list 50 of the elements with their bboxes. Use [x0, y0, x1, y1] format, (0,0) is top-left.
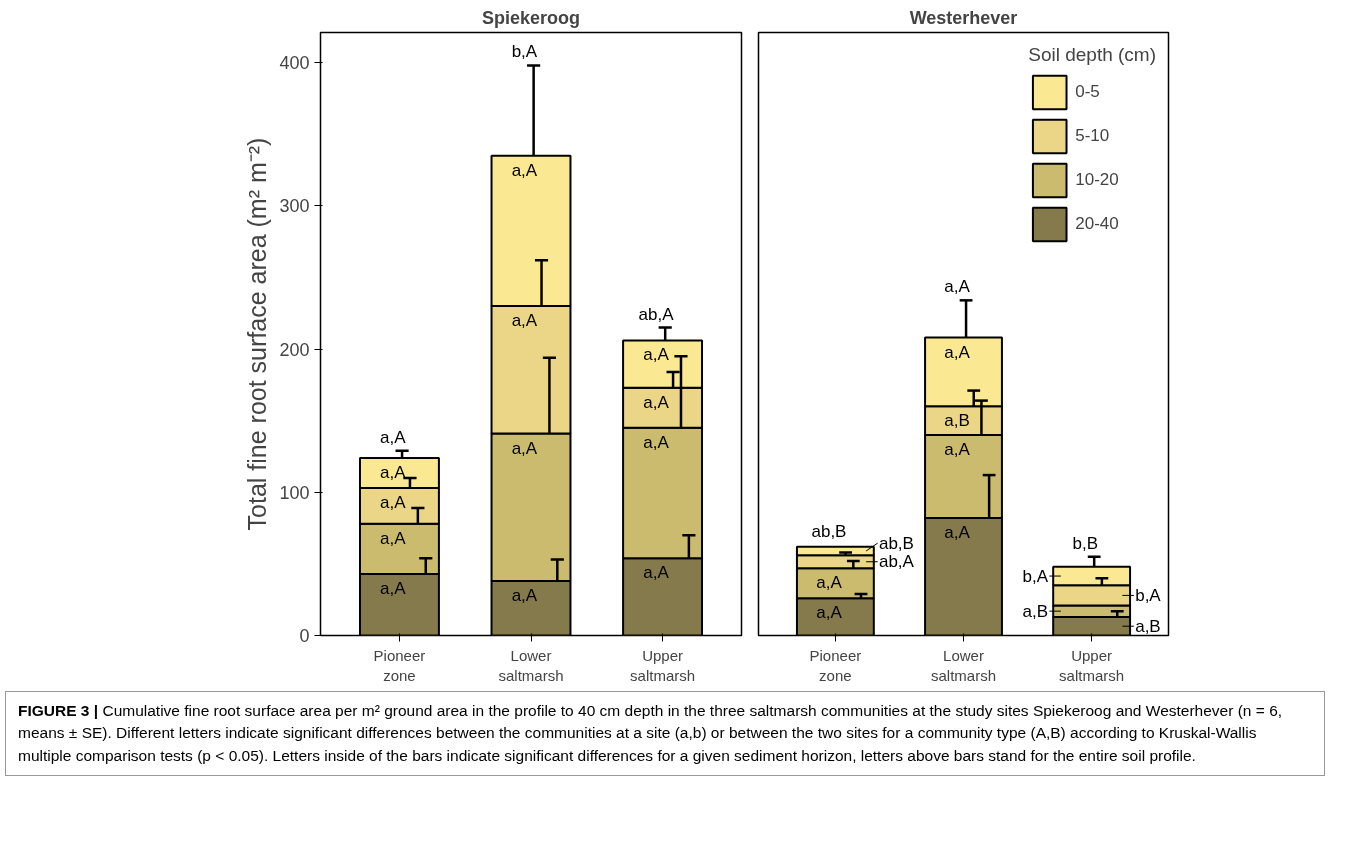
annotation: b,A	[1135, 585, 1162, 605]
annotation: a,A	[816, 603, 843, 623]
legend-label: 20-40	[1075, 214, 1119, 234]
annotation: a,A	[643, 345, 670, 365]
x-tick-label: Lower saltmarsh	[930, 646, 997, 684]
legend-label: 5-10	[1075, 126, 1110, 146]
annotation: a,B	[944, 411, 970, 431]
annotation: ab,B	[878, 533, 914, 553]
annotation: a,A	[511, 586, 538, 606]
annotation: a,A	[643, 392, 670, 412]
annotation: a,A	[511, 311, 538, 331]
annotation: a,A	[643, 563, 670, 583]
caption: FIGURE 3 | Cumulative fine root surface area per m² ground area in the profile to 40 cm depth in the three saltmarsh communities at the study sites Spiekeroog and Westerhever (n = 6, means ± SE). Different letters indicate significant differences between the communities at a site (a,b) or between the two sites for a community type (A,B) according to Kruskal-Wallis multiple comparison tests (p < 0.05). Letters inside of the bars indicate significant differences for a given sediment horizon, letters above bars stand for the entire soil profile.	[18, 701, 1284, 766]
annotation: a,A	[944, 342, 971, 362]
annotation: a,A	[380, 578, 407, 598]
annotation: a,A	[511, 438, 538, 458]
y-tick-label: 400	[279, 53, 310, 74]
annotation: ab,A	[638, 304, 675, 324]
annotation: a,A	[944, 523, 971, 543]
annotation: a,A	[380, 528, 407, 548]
y-tick-label: 200	[279, 339, 310, 360]
legend-label: 0-5	[1075, 82, 1100, 102]
x-tick-label: Upper saltmarsh	[1059, 646, 1125, 684]
annotation: b,A	[1022, 566, 1049, 586]
y-tick-label: 300	[279, 196, 310, 217]
legend-label: 10-20	[1075, 170, 1119, 190]
annotation: a,B	[1022, 601, 1049, 621]
x-tick-label: Pioneer zone	[809, 646, 862, 684]
annotation: a,A	[944, 439, 971, 459]
annotation: a,A	[380, 427, 407, 447]
annotation: b,A	[511, 42, 538, 62]
annotation: ab,A	[878, 552, 915, 572]
annotation: a,A	[511, 160, 538, 180]
annotation: a,A	[944, 277, 971, 297]
x-tick-label: Lower saltmarsh	[498, 646, 564, 684]
chart-title: Spiekeroog	[481, 7, 581, 28]
annotation: ab,B	[811, 522, 847, 542]
legend-title: Soil depth (cm)	[1028, 44, 1156, 66]
annotation: a,A	[380, 462, 407, 482]
chart-title: Westerhever	[909, 7, 1018, 28]
annotation: a,A	[643, 432, 670, 452]
annotation: b,B	[1072, 533, 1098, 553]
y-axis-title: Total fine root surface area (m² m⁻²)	[243, 137, 272, 531]
annotation: a,B	[1135, 616, 1161, 636]
x-tick-label: Upper saltmarsh	[630, 646, 696, 684]
y-tick-label: 100	[279, 482, 310, 503]
annotation: a,A	[816, 573, 843, 593]
x-tick-label: Pioneer zone	[373, 646, 426, 684]
annotation: a,A	[380, 492, 407, 512]
y-tick-label: 0	[299, 626, 310, 646]
